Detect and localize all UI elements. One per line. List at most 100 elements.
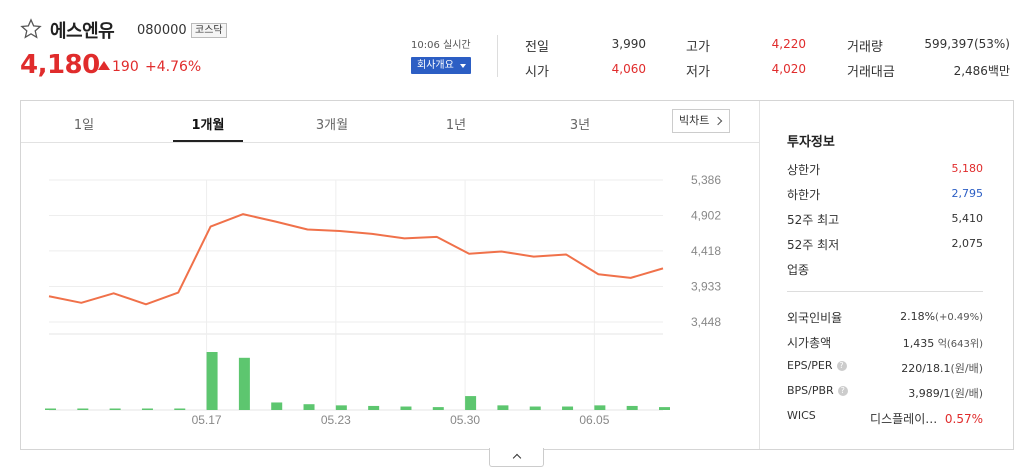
eps-per-value: 220/18.1(원/배) xyxy=(901,360,983,376)
up-arrow-icon xyxy=(98,61,110,70)
volume-bar xyxy=(335,405,347,410)
volume-bar xyxy=(432,407,444,410)
tab-3month[interactable]: 3개월 xyxy=(315,118,349,133)
bps-pbr: 3,989/1 xyxy=(908,387,951,400)
volume-bar xyxy=(271,402,283,410)
volume-bar xyxy=(529,406,541,410)
eps-per-unit: (원/배) xyxy=(950,362,983,375)
upper-limit-value: 5,180 xyxy=(951,162,984,175)
stock-code: 080000 xyxy=(137,23,187,38)
foreign-ratio-value: 2.18%(+0.49%) xyxy=(900,310,983,323)
bps-pbr-value: 3,989/1(원/배) xyxy=(908,385,983,401)
help-icon[interactable]: ? xyxy=(837,386,848,396)
week52-low-label: 52주 최저 xyxy=(787,238,840,252)
prev-close-label: 전일 xyxy=(525,40,549,55)
wics-value: 디스플레이… 0.57% xyxy=(870,410,983,427)
volume-label: 거래량 xyxy=(847,40,883,55)
week52-high-value: 5,410 xyxy=(951,212,984,225)
volume-bar xyxy=(109,408,121,410)
price-chart: 5,386 4,902 4,418 3,933 3,448 05.17 05.23 05.30… xyxy=(45,173,721,424)
volume-bar xyxy=(206,352,218,410)
stock-name: 에스엔유 xyxy=(50,21,115,42)
lower-limit-value: 2,795 xyxy=(951,187,984,200)
volume-bar xyxy=(594,405,606,410)
bps-pbr-label: BPS/PBR? xyxy=(787,384,848,397)
eps-per: 220/18.1 xyxy=(901,362,951,375)
help-icon[interactable]: ? xyxy=(836,361,847,371)
low-value: 4,020 xyxy=(771,62,806,76)
foreign-ratio-change: (+0.49%) xyxy=(935,312,983,323)
volume-bar xyxy=(368,405,380,410)
amount-label: 거래대금 xyxy=(847,65,895,80)
amount-value: 2,486백만 xyxy=(953,64,1010,78)
week52-high-label: 52주 최고 xyxy=(787,213,840,227)
volume-bar xyxy=(303,404,315,410)
x-tick-label: 05.23 xyxy=(321,413,351,424)
y-tick-label: 5,386 xyxy=(691,173,721,187)
foreign-ratio-label: 외국인비율 xyxy=(787,311,843,325)
bigchart-label: 빅차트 xyxy=(679,114,710,127)
wics-sector-link[interactable]: 디스플레이… xyxy=(870,412,938,426)
volume-bar xyxy=(77,408,89,410)
active-tab-indicator xyxy=(173,140,243,142)
high-label: 고가 xyxy=(686,40,710,55)
upper-limit-label: 상한가 xyxy=(787,163,821,177)
eps-per-label-text: EPS/PER xyxy=(787,359,833,372)
price-change-pct: +4.76% xyxy=(145,59,202,75)
volume-bar xyxy=(400,406,412,410)
volume-bar xyxy=(141,408,153,410)
open-value: 4,060 xyxy=(611,62,646,76)
tab-1year[interactable]: 1년 xyxy=(445,118,467,133)
company-overview-button[interactable]: 회사개요 xyxy=(411,57,471,74)
market-cap: 1,435 xyxy=(902,337,935,350)
chevron-right-icon xyxy=(713,116,723,126)
bps-pbr-unit: (원/배) xyxy=(950,387,983,400)
current-price: 4,180 xyxy=(20,50,100,80)
y-tick-label: 4,418 xyxy=(691,244,721,258)
sector-label: 업종 xyxy=(787,263,810,277)
chevron-up-icon xyxy=(512,453,522,463)
market-cap-value: 1,435 억(643위) xyxy=(903,335,983,350)
info-separator xyxy=(787,291,983,292)
bps-pbr-label-text: BPS/PBR xyxy=(787,384,834,397)
chart-panel: 1일 1개월 3개월 1년 3년 빅차트 5,386 4,902 4,418 3,93… xyxy=(20,100,1014,450)
collapse-button[interactable] xyxy=(489,448,544,467)
market-cap-label: 시가총액 xyxy=(787,336,832,350)
low-label: 저가 xyxy=(686,65,710,80)
x-tick-label: 05.17 xyxy=(192,413,222,424)
open-label: 시가 xyxy=(525,65,549,80)
eps-per-label: EPS/PER? xyxy=(787,359,847,372)
volume-bar xyxy=(626,405,638,410)
tab-1month[interactable]: 1개월 xyxy=(191,118,225,133)
side-divider xyxy=(759,101,760,449)
caret-down-icon xyxy=(460,64,466,68)
y-tick-label: 4,902 xyxy=(691,208,721,222)
volume-bar xyxy=(465,396,477,410)
volume-bar xyxy=(174,408,186,410)
foreign-ratio: 2.18% xyxy=(900,310,936,323)
market-cap-unit: 억(643위) xyxy=(937,339,983,350)
realtime-label: 10:06 실시간 xyxy=(411,40,471,51)
favorite-star-icon[interactable] xyxy=(20,18,42,40)
price-change: 190 xyxy=(112,59,139,75)
tab-1day[interactable]: 1일 xyxy=(73,118,95,133)
x-tick-label: 05.30 xyxy=(450,413,480,424)
volume-bar xyxy=(238,357,250,410)
volume-bar xyxy=(562,406,574,410)
header-divider xyxy=(497,35,498,77)
investment-info-title: 투자정보 xyxy=(787,135,835,150)
high-value: 4,220 xyxy=(771,37,806,51)
tab-3year[interactable]: 3년 xyxy=(569,118,591,133)
stock-header: 에스엔유 080000 코스닥 4,180 190 +4.76% 10:06 실… xyxy=(0,0,1033,100)
volume-bar xyxy=(497,405,509,410)
market-badge: 코스닥 xyxy=(191,23,227,38)
bigchart-button[interactable]: 빅차트 xyxy=(672,109,730,133)
y-tick-label: 3,448 xyxy=(691,315,721,329)
lower-limit-label: 하한가 xyxy=(787,188,821,202)
volume-bar xyxy=(659,407,670,410)
y-tick-label: 3,933 xyxy=(691,279,721,293)
period-tabs: 1일 1개월 3개월 1년 3년 빅차트 xyxy=(21,101,759,143)
company-overview-label: 회사개요 xyxy=(417,60,454,71)
wics-pct: 0.57% xyxy=(944,412,983,426)
price-line xyxy=(48,213,664,306)
